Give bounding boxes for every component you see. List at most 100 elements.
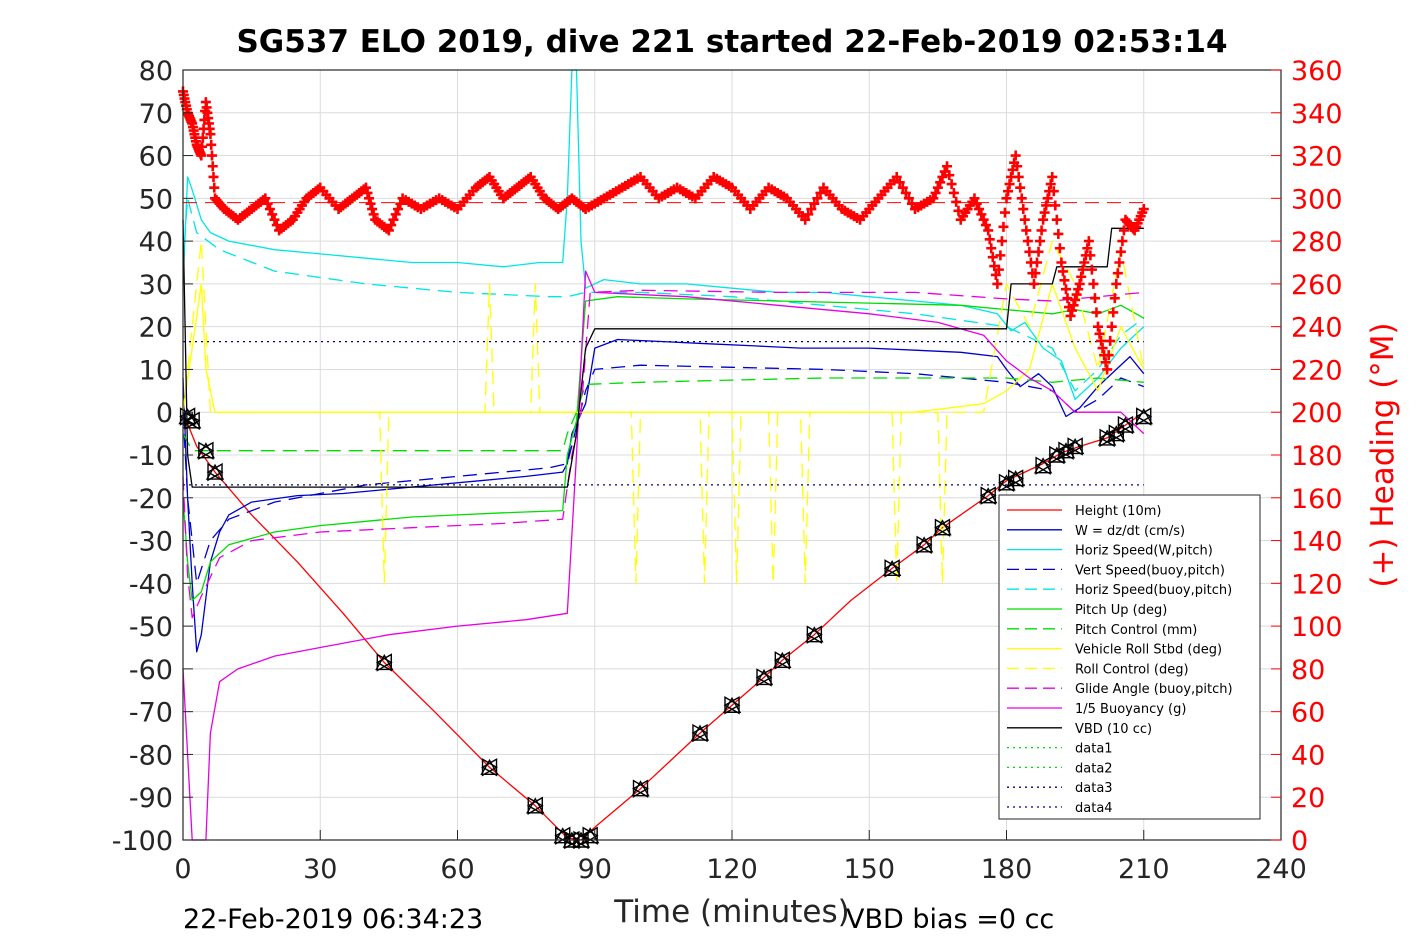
heading-point-354 bbox=[1010, 150, 1021, 161]
y-tick-label-2: 60 bbox=[139, 142, 173, 173]
y2-tick-label-17: 20 bbox=[1291, 783, 1325, 814]
heading-point-377 bbox=[1045, 179, 1056, 190]
heading-point-338 bbox=[986, 243, 997, 254]
heading-point-275 bbox=[815, 187, 826, 198]
triangle-marker-2 bbox=[196, 441, 216, 460]
heading-point-394 bbox=[1071, 289, 1082, 300]
heading-point-397 bbox=[1076, 271, 1087, 282]
heading-point-322 bbox=[951, 196, 962, 207]
heading-point-368 bbox=[1032, 257, 1042, 268]
legend-label-5: Pitch Up (deg) bbox=[1075, 603, 1167, 618]
legend-label-6: Pitch Control (mm) bbox=[1075, 623, 1197, 638]
heading-point-417 bbox=[1106, 321, 1117, 332]
heading-point-305 bbox=[906, 198, 917, 209]
heading-point-385 bbox=[1057, 266, 1068, 277]
heading-point-346 bbox=[998, 221, 1009, 232]
heading-point-109 bbox=[362, 187, 373, 198]
legend-label-9: Glide Angle (buoy,pitch) bbox=[1075, 682, 1233, 697]
heading-point-333 bbox=[976, 209, 987, 220]
footer-vbd-bias: VBD bias =0 cc bbox=[846, 904, 1054, 935]
heading-point-413 bbox=[1100, 357, 1111, 368]
heading-point-301 bbox=[894, 177, 905, 188]
triangle-marker-1 bbox=[182, 411, 202, 430]
legend-label-4: Horiz Speed(buoy,pitch) bbox=[1075, 583, 1232, 598]
heading-point-423 bbox=[1115, 246, 1126, 257]
series-line-10 bbox=[182, 270, 1145, 841]
y2-tick-label-3: 300 bbox=[1291, 184, 1343, 215]
heading-point-349 bbox=[1003, 186, 1014, 197]
heading-point-316 bbox=[937, 171, 948, 182]
heading-point-395 bbox=[1073, 284, 1084, 295]
heading-point-125 bbox=[395, 198, 406, 209]
heading-point-358 bbox=[1016, 193, 1027, 204]
heading-point-342 bbox=[992, 278, 1003, 289]
heading-point-312 bbox=[928, 193, 939, 204]
heading-point-341 bbox=[990, 269, 1001, 280]
x-tick-label-0: 0 bbox=[174, 854, 191, 885]
heading-point-438 bbox=[1138, 204, 1149, 215]
x-axis-label: Time (minutes) bbox=[613, 894, 849, 930]
heading-point-387 bbox=[1060, 284, 1071, 295]
heading-point-391 bbox=[1067, 305, 1078, 316]
y-tick-label-17: -90 bbox=[129, 783, 173, 814]
heading-point-36 bbox=[205, 129, 216, 140]
legend-label-14: data3 bbox=[1075, 781, 1113, 796]
y2-axis-label: (+) Heading (°M) bbox=[1365, 322, 1401, 587]
y2-tick-label-18: 0 bbox=[1291, 826, 1308, 857]
y2-tick-label-16: 40 bbox=[1291, 740, 1325, 771]
heading-point-414 bbox=[1102, 364, 1113, 375]
x-tick-label-3: 90 bbox=[578, 854, 612, 885]
heading-point-300 bbox=[891, 171, 902, 182]
y2-tick-label-0: 360 bbox=[1291, 56, 1343, 87]
heading-point-402 bbox=[1083, 236, 1094, 247]
heading-point-359 bbox=[1018, 204, 1029, 215]
heading-point-371 bbox=[1036, 225, 1047, 236]
heading-point-67 bbox=[262, 198, 273, 209]
heading-point-383 bbox=[1054, 243, 1065, 254]
heading-point-24 bbox=[196, 150, 207, 161]
y2-tick-label-1: 340 bbox=[1291, 99, 1343, 130]
triangle-marker-30 bbox=[1134, 407, 1153, 426]
heading-point-321 bbox=[948, 187, 959, 198]
heading-point-409 bbox=[1094, 328, 1105, 339]
y-tick-label-1: 70 bbox=[139, 99, 173, 130]
heading-point-273 bbox=[809, 198, 820, 209]
heading-point-419 bbox=[1109, 293, 1120, 304]
heading-point-304 bbox=[903, 193, 914, 204]
heading-point-69 bbox=[267, 209, 278, 220]
heading-point-386 bbox=[1059, 275, 1070, 286]
x-tick-label-6: 180 bbox=[981, 854, 1033, 885]
heading-point-406 bbox=[1089, 293, 1100, 304]
y-tick-label-8: 0 bbox=[156, 398, 173, 429]
heading-point-388 bbox=[1062, 293, 1073, 304]
triangle-marker-19 bbox=[933, 518, 952, 537]
series-line-4 bbox=[182, 197, 1145, 392]
heading-point-323 bbox=[953, 205, 964, 216]
triangle-marker-3 bbox=[205, 462, 225, 482]
heading-point-108 bbox=[361, 182, 371, 193]
legend-label-11: VBD (10 cc) bbox=[1075, 722, 1152, 737]
heading-point-382 bbox=[1053, 228, 1064, 239]
heading-point-375 bbox=[1042, 193, 1053, 204]
heading-point-363 bbox=[1024, 246, 1035, 257]
series-line-6 bbox=[182, 377, 1144, 452]
triangle-marker-14 bbox=[754, 668, 774, 687]
heading-point-120 bbox=[383, 225, 394, 236]
heading-point-378 bbox=[1047, 171, 1058, 182]
heading-point-369 bbox=[1033, 246, 1044, 257]
triangle-marker-22 bbox=[1006, 469, 1025, 488]
triangle-marker-20 bbox=[978, 486, 998, 505]
y-tick-label-4: 40 bbox=[139, 227, 173, 258]
y-tick-label-5: 30 bbox=[139, 270, 173, 301]
triangle-marker-24 bbox=[1047, 445, 1067, 465]
heading-point-404 bbox=[1086, 264, 1097, 275]
heading-point-360 bbox=[1019, 214, 1030, 225]
heading-point-319 bbox=[944, 170, 955, 181]
heading-point-422 bbox=[1114, 257, 1125, 268]
triangle-marker-21 bbox=[997, 473, 1016, 493]
y-tick-label-11: -30 bbox=[129, 527, 173, 558]
triangle-marker-28 bbox=[1107, 424, 1126, 443]
heading-point-124 bbox=[393, 204, 404, 215]
heading-point-407 bbox=[1091, 307, 1102, 318]
footer-timestamp: 22-Feb-2019 06:34:23 bbox=[183, 904, 483, 935]
